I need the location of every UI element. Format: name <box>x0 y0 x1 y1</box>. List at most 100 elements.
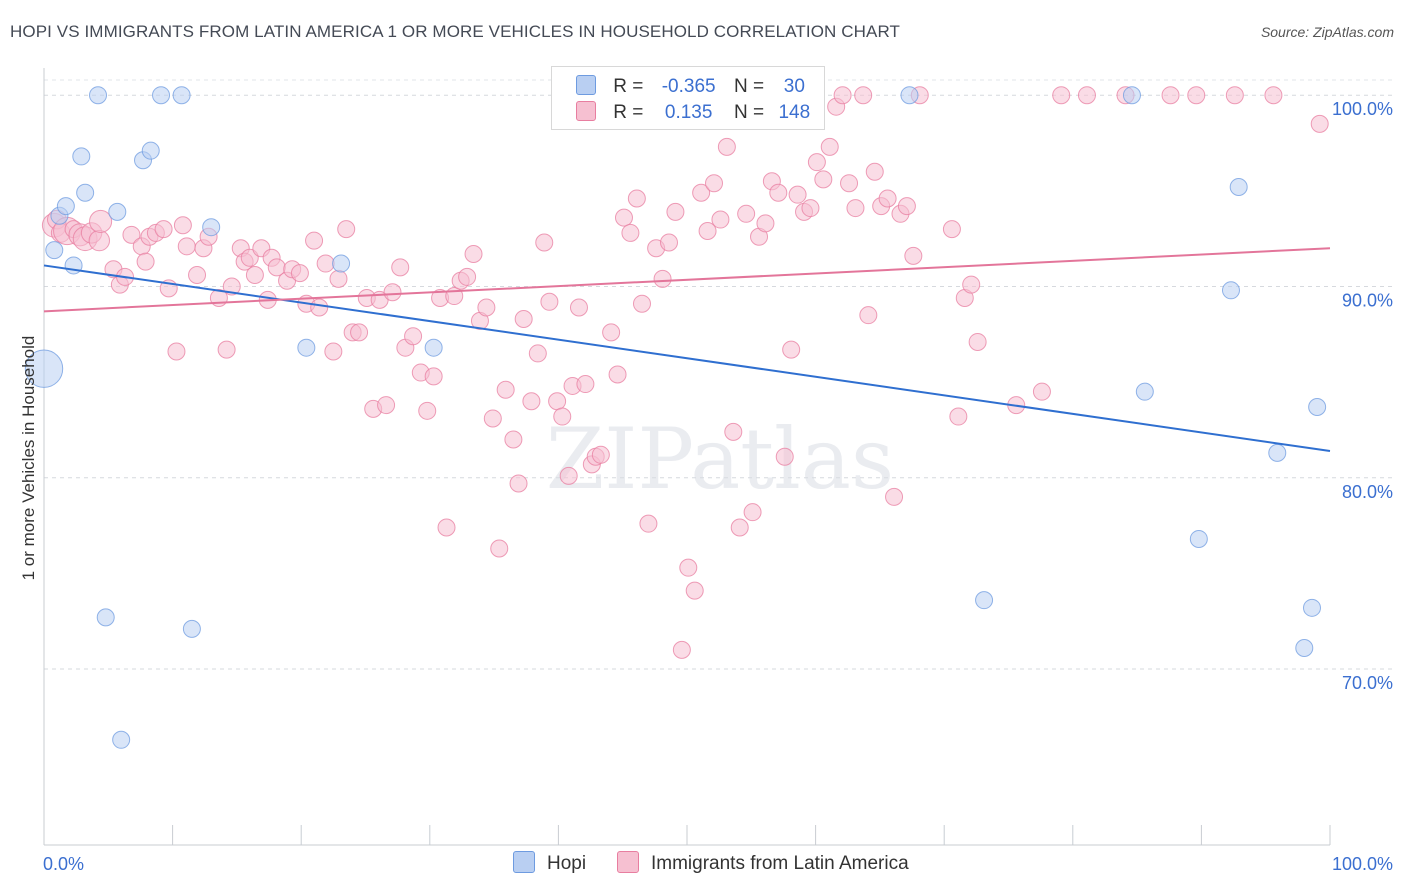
latin-america-point <box>122 225 141 244</box>
latin-america-point <box>477 298 496 317</box>
latin-america-point <box>437 518 456 537</box>
latin-america-point <box>840 174 859 193</box>
latin-r-label: R = <box>613 102 644 123</box>
latin-america-point <box>222 277 241 296</box>
latin-america-point <box>942 220 961 239</box>
latin-america-point <box>324 342 343 361</box>
hopi-legend-swatch <box>513 851 535 873</box>
latin-america-point <box>350 323 369 342</box>
hopi-point <box>152 86 171 105</box>
latin-america-point <box>188 266 207 285</box>
hopi-point <box>1135 382 1154 401</box>
hopi-point <box>1221 281 1240 300</box>
latin-america-point <box>136 252 155 271</box>
axis-labels: 70.0% 80.0% 90.0% 100.0% 0.0% 100.0% 1 or more… <box>19 99 1393 874</box>
hopi-point <box>172 86 191 105</box>
latin-america-point <box>621 223 640 242</box>
latin-america-point <box>509 474 528 493</box>
latin-america-point <box>639 514 658 533</box>
latin-america-point <box>305 231 324 250</box>
latin-america-point <box>458 267 477 286</box>
latin-america-point <box>1264 86 1283 105</box>
latin-america-point <box>391 258 410 277</box>
latin-america-point <box>698 222 717 241</box>
latin-america-point <box>666 202 685 221</box>
axes <box>43 68 1331 846</box>
latin-america-point <box>528 344 547 363</box>
latin-america-point <box>540 292 559 311</box>
latin-america-point <box>885 487 904 506</box>
latin-america-point <box>290 264 309 283</box>
hopi-point <box>72 147 91 166</box>
hopi-point <box>89 86 108 105</box>
latin-america-point <box>608 365 627 384</box>
hopi-point <box>96 608 115 627</box>
latin-america-point <box>659 233 678 252</box>
latin-america-point <box>522 392 541 411</box>
bottom-legend-hopi: Hopi <box>513 851 586 875</box>
y-tick-label: 80.0% <box>1342 482 1393 502</box>
hopi-legend-label: Hopi <box>547 853 587 874</box>
legend-row-hopi: R = -0.365 N = 30 <box>576 75 819 101</box>
latin-america-point <box>377 396 396 415</box>
hopi-point <box>112 730 131 749</box>
hopi-point <box>1308 397 1327 416</box>
latin-america-point <box>775 447 794 466</box>
hopi-point <box>1122 86 1141 105</box>
latin-america-point <box>424 367 443 386</box>
latin-america-point <box>602 323 621 342</box>
latin-america-point <box>730 518 749 537</box>
chart-title: HOPI VS IMMIGRANTS FROM LATIN AMERICA 1 … <box>10 22 900 41</box>
latin-america-point <box>711 210 730 229</box>
latin-america-point <box>591 445 610 464</box>
latin-america-point <box>614 208 633 227</box>
latin-america-point <box>653 269 672 288</box>
hopi-point <box>141 141 160 160</box>
latin-america-point <box>383 283 402 302</box>
hopi-point <box>424 338 443 357</box>
latin-america-point <box>535 233 554 252</box>
y-tick-label: 100.0% <box>1332 99 1393 119</box>
latin-r-value: 0.135 <box>664 102 713 123</box>
latin-america-point <box>854 86 873 105</box>
bottom-legend-latin: Immigrants from Latin America <box>617 851 909 875</box>
latin-america-point <box>217 340 236 359</box>
latin-america-point <box>865 162 884 181</box>
latin-america-point <box>504 430 523 449</box>
latin-america-point <box>576 375 595 394</box>
latin-america-trend-line <box>43 247 1331 313</box>
hopi-point <box>297 338 316 357</box>
latin-legend-swatch <box>617 851 639 873</box>
hopi-point <box>900 86 919 105</box>
latin-america-point <box>173 216 192 235</box>
latin-america-point <box>672 640 691 659</box>
latin-america-point <box>89 209 113 234</box>
latin-america-point <box>897 197 916 216</box>
hopi-point <box>1229 178 1248 197</box>
latin-america-point <box>464 244 483 263</box>
latin-america-point <box>801 199 820 218</box>
latin-america-point <box>88 229 110 252</box>
latin-america-point <box>737 204 756 223</box>
latin-america-point <box>154 220 173 239</box>
hopi-point <box>1189 529 1208 548</box>
latin-america-point <box>496 380 515 399</box>
latin-america-point <box>490 539 509 558</box>
latin-america-point <box>717 137 736 156</box>
latin-america-point <box>962 275 981 294</box>
latin-america-point <box>724 422 743 441</box>
latin-america-point <box>782 340 801 359</box>
hopi-point <box>76 183 95 202</box>
latin-america-point <box>632 294 651 313</box>
latin-america-point <box>685 581 704 600</box>
hopi-point <box>975 591 994 610</box>
latin-n-value: 148 <box>778 102 811 123</box>
latin-america-point <box>167 342 186 361</box>
hopi-point <box>108 202 127 221</box>
latin-america-point <box>337 220 356 239</box>
hopi-n-value: 30 <box>783 76 805 97</box>
hopi-point <box>1268 443 1287 462</box>
latin-america-point <box>692 183 711 202</box>
correlation-legend: R = -0.365 N = 30 R = 0.135 N = 148 <box>551 66 825 130</box>
legend-row-latin: R = 0.135 N = 148 <box>576 101 819 127</box>
